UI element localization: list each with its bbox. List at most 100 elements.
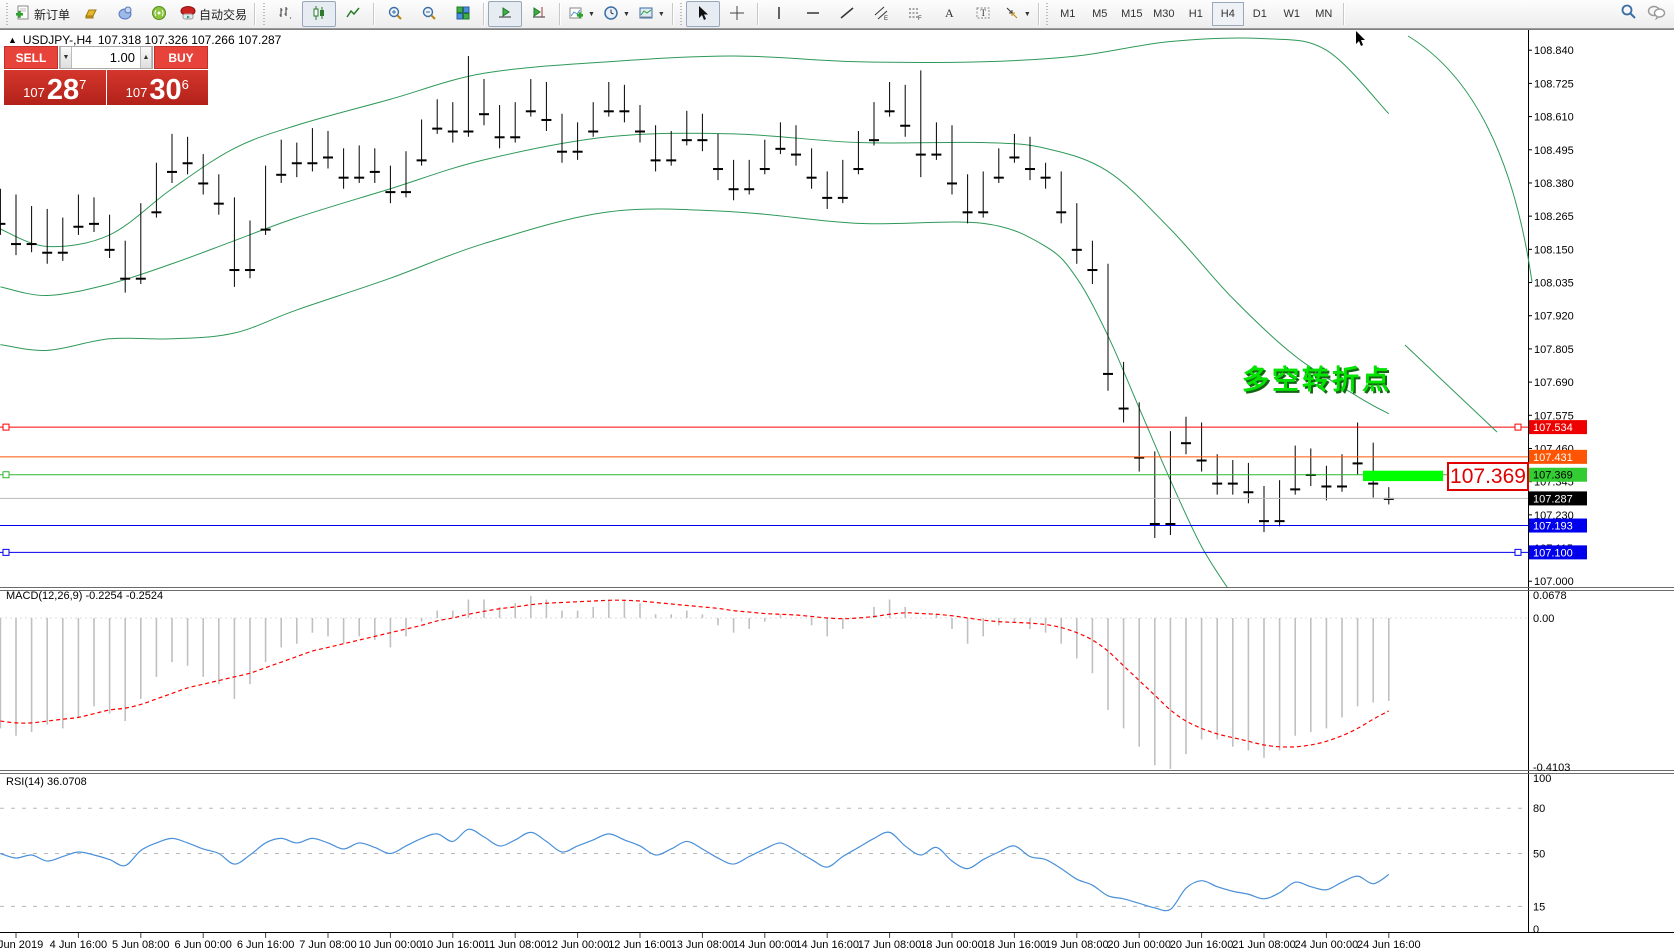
cursor-button[interactable] [685, 1, 720, 27]
chat-icon[interactable] [1647, 4, 1666, 25]
volume-decrease-button[interactable]: ▼ [60, 47, 72, 68]
toolbar-grip [4, 3, 9, 25]
one-click-trade-panel: SELL ▼ ▲ BUY 107 28 7 107 30 6 [4, 46, 208, 105]
trendline-button[interactable] [830, 1, 864, 27]
svg-text:107.000: 107.000 [1534, 576, 1574, 588]
svg-text:15: 15 [1533, 901, 1545, 913]
svg-text:12 Jun 00:00: 12 Jun 00:00 [546, 939, 610, 951]
vertical-line-icon [771, 5, 787, 24]
sell-price[interactable]: 107 28 7 [4, 70, 106, 105]
metaeditor-button[interactable] [108, 1, 142, 27]
highlight-bar[interactable] [1363, 470, 1443, 482]
svg-text:A: A [945, 6, 954, 20]
zoom-in-button[interactable] [378, 1, 412, 27]
rsi-indicator-label: RSI(14) 36.0708 [6, 776, 87, 788]
toolbar-separator [1037, 3, 1040, 25]
svg-text:18 Jun 16:00: 18 Jun 16:00 [983, 939, 1047, 951]
collapse-triangle-icon[interactable]: ▲ [8, 35, 17, 45]
timeframe-m15[interactable]: M15 [1121, 8, 1143, 20]
timeframe-mn[interactable]: MN [1315, 8, 1333, 20]
current-price-line: 107.287 [0, 491, 1587, 506]
toolbar-grip [1044, 3, 1050, 25]
hline-107.369[interactable]: 107.369 [0, 467, 1587, 482]
chart-shift-icon [531, 5, 547, 24]
toolbar-grip [261, 3, 267, 25]
toolbar-separator [559, 3, 562, 25]
indicators-button[interactable]: ▼ [564, 1, 599, 27]
auto-scroll-button[interactable] [488, 1, 523, 27]
timeframe-d1[interactable]: D1 [1252, 8, 1267, 20]
text-button[interactable]: A [932, 1, 966, 27]
svg-text:F: F [918, 16, 922, 21]
svg-text:108.035: 108.035 [1534, 278, 1574, 290]
timeframe-w1[interactable]: W1 [1283, 8, 1301, 20]
horizontal-line-button[interactable] [796, 1, 830, 27]
tile-windows-icon [455, 5, 471, 24]
periods-caret-icon: ▼ [622, 10, 630, 18]
buy-price-big: 30 [149, 74, 182, 106]
pivot-annotation-text[interactable]: 多空转折点 [1242, 365, 1392, 395]
fibonacci-button[interactable]: F [898, 1, 932, 27]
crosshair-button[interactable] [720, 1, 754, 27]
volume-increase-button[interactable]: ▲ [140, 47, 152, 68]
chart-symbol-period: USDJPY-,H4 [22, 33, 92, 47]
bar-chart-icon [277, 5, 293, 24]
sell-button[interactable]: SELL [4, 46, 58, 69]
market-icon [83, 5, 99, 24]
svg-text:-0.4103: -0.4103 [1533, 762, 1570, 774]
time-axis[interactable]: 4 Jun 2019 4 Jun 16:00 5 Jun 08:00 6 Jun 00… [0, 933, 1421, 951]
templates-button[interactable]: ▼ [634, 1, 669, 27]
svg-text:24 Jun 16:00: 24 Jun 16:00 [1357, 939, 1421, 951]
toolbar-separator [483, 3, 486, 25]
toolbar-separator [756, 3, 759, 25]
timeframe-h1[interactable]: H1 [1188, 8, 1203, 20]
bar-chart-button[interactable] [268, 1, 302, 27]
sell-price-big: 28 [46, 74, 80, 106]
templates-caret-icon: ▼ [657, 10, 665, 18]
svg-text:6 Jun 00:00: 6 Jun 00:00 [174, 939, 232, 951]
text-label-button[interactable]: T [966, 1, 1000, 27]
svg-text:108.150: 108.150 [1534, 244, 1574, 256]
vertical-line-button[interactable] [762, 1, 796, 27]
autotrading-button[interactable]: 自动交易 [176, 1, 251, 27]
chart-shift-button[interactable] [522, 1, 556, 27]
timeframe-m30[interactable]: M30 [1153, 8, 1175, 20]
svg-text:107.920: 107.920 [1534, 311, 1574, 323]
arrows-button[interactable]: ▼ [1000, 1, 1035, 27]
chart-title: ▲ USDJPY-,H4 107.318 107.326 107.266 107… [8, 33, 281, 47]
hline-107.534[interactable]: 107.534 [0, 420, 1587, 435]
timeframe-m1[interactable]: M1 [1060, 8, 1076, 20]
arrows-icon [1004, 5, 1020, 24]
equidistant-channel-button[interactable]: E [864, 1, 898, 27]
bollinger-bands [0, 37, 1390, 587]
buy-button[interactable]: BUY [154, 46, 208, 69]
svg-text:17 Jun 08:00: 17 Jun 08:00 [858, 939, 922, 951]
timeframe-h4[interactable]: H4 [1211, 2, 1244, 26]
new-order-button[interactable]: 新订单 [11, 1, 74, 27]
candlestick-chart-button[interactable] [302, 1, 337, 27]
periods-button[interactable]: ▼ [599, 1, 634, 27]
market-button[interactable] [74, 1, 108, 27]
buy-price-prefix: 107 [125, 85, 148, 100]
hline-107.100[interactable]: 107.100 [0, 545, 1587, 560]
timeframe-m5[interactable]: M5 [1092, 8, 1108, 20]
tile-windows-button[interactable] [446, 1, 480, 27]
buy-price[interactable]: 107 30 6 [106, 70, 208, 106]
svg-text:108.840: 108.840 [1534, 45, 1574, 57]
svg-text:19 Jun 08:00: 19 Jun 08:00 [1045, 939, 1109, 951]
search-icon[interactable] [1620, 3, 1637, 25]
green-trend-segments[interactable] [1404, 35, 1533, 433]
zoom-out-button[interactable] [412, 1, 446, 27]
signals-button[interactable] [142, 1, 176, 27]
price-tag-107369[interactable]: 107.369 [1447, 462, 1529, 491]
svg-text:0.00: 0.00 [1533, 613, 1554, 625]
volume-input[interactable] [71, 47, 141, 68]
chart-ohlc-readout: 107.318 107.326 107.266 107.287 [97, 33, 282, 47]
svg-text:10 Jun 16:00: 10 Jun 16:00 [421, 939, 485, 951]
hline-107.431[interactable]: 107.431 [0, 449, 1587, 464]
hline-107.193[interactable]: 107.193 [0, 518, 1587, 533]
line-chart-button[interactable] [336, 1, 370, 27]
svg-text:E: E [884, 16, 888, 21]
svg-text:107.690: 107.690 [1534, 377, 1574, 389]
